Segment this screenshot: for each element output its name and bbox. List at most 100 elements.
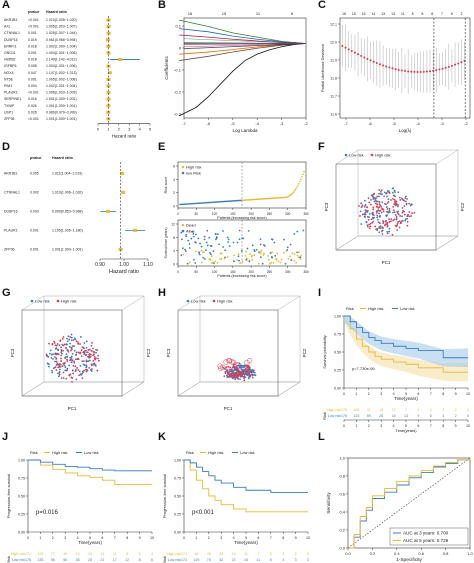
forest-hr-text: 1.147(1.002~1.313) [46,71,77,75]
forest-point [106,91,111,95]
coefficient-path [183,43,307,48]
survival-status-point [224,256,226,259]
x-tick-label: 1 [355,424,357,428]
survival-status-point [237,253,240,256]
survival-status-point [205,241,208,244]
pca-point [79,364,82,367]
pca-point [92,350,95,353]
survival-status-point [240,249,243,252]
x-tick-label: 6 [417,392,419,396]
panel-L: AUC at 3 years: 0.700 AUC at 5 years: 0.7… [326,456,474,563]
forest-hr-text: 1.001(1.000~1.001) [46,104,77,108]
pca-point [51,369,53,372]
pca-point [376,214,379,217]
forest-gene-label: CTNNAL1 [4,31,20,35]
forest-pvalue: 0.018 [28,58,37,62]
pca-point [376,205,378,208]
survival-status-point [289,243,292,246]
pca-point [376,229,379,232]
x-tick-label: 1 [195,536,197,540]
survival-status-point [222,246,225,248]
survival-status-point [239,262,242,264]
x-axis-label: 1-Specificity [396,557,422,563]
pca-point [369,203,372,206]
y-tick-label: 0.8 [339,474,345,479]
survival-status-point [180,231,183,234]
pca-point [372,220,375,223]
pca-point [71,369,74,372]
pca-point [82,371,84,373]
legend-title: Risk [186,450,194,455]
pca-point [66,358,68,361]
pca-point [62,344,65,347]
pca-point [77,341,79,344]
risk-table-count: 175 [341,408,347,412]
pca-point [386,225,389,228]
pca-point [55,344,58,347]
pca-point [64,356,67,358]
pca-point [69,373,72,376]
pca-point [57,353,60,356]
forest-hr-text: 1.006(1.003~1.009) [46,91,77,95]
survival-status-point [261,262,264,265]
risk-table-count: 4 [151,552,153,556]
pca-point [395,200,398,203]
pca-point [243,375,246,378]
forest-hr-text: 1.025(1.007~1.044) [46,31,77,35]
pca-point [369,222,372,225]
pca-point [249,375,252,378]
survival-status-point [297,256,300,259]
pca-point [78,374,81,377]
legend-label: High risk [217,299,233,304]
survival-status-point [277,260,280,263]
legend-label: AUC at 3 years: 0.700 [403,531,449,536]
pca-point [372,206,375,209]
pca-point [386,221,389,224]
y-tick-label: 0.50 [174,495,181,499]
roc-curve [348,458,471,549]
panel-letter-K: K [158,431,166,443]
risk-table-row-label: High risk [11,552,25,556]
forest-gene-label: PLAUR1 [4,91,18,95]
top-tick-label: 7 [441,12,443,16]
risk-table-count: 11 [257,558,261,562]
pca-point [401,211,404,214]
pca-point [391,187,394,190]
survival-status-point [236,241,239,244]
forest-pvalue: 0.026 [28,110,37,114]
pca-point [234,378,237,381]
pca-point [395,218,398,221]
pca-point [91,341,93,344]
survival-status-point [251,259,254,261]
top-tick-label: 8 [421,12,423,16]
pca-point [411,212,413,215]
risk-table-count: 96 [194,552,198,556]
survival-status-point [285,250,288,253]
survival-status-point [296,254,299,257]
pca-point [72,339,75,341]
pca-axis-label: PC2 [146,348,151,357]
survival-status-point [245,258,248,261]
pca-point [55,369,58,371]
y-tick-label: 2 [173,191,175,195]
pca-point [251,369,254,372]
pca-point [378,227,380,229]
risk-table-count: 16 [392,414,396,418]
risk-table-count: 13 [404,414,408,418]
survival-status-point [259,243,262,246]
pca-point [382,222,385,225]
p-value-annotation: p=7.730e-06 [352,366,375,371]
pca-point [225,366,228,369]
forest-gene-label: NOX4 [4,71,14,75]
forest-gene-label: AKR1B1 [4,18,17,22]
survival-status-point [299,256,302,259]
pca-point [55,364,58,367]
pca-point [85,346,88,349]
pca-point [379,214,381,217]
pca-point [245,365,251,371]
forest-x-tick-label: 1.10 [143,262,153,268]
pca-axis-label: PC2 [302,348,307,357]
y-tick-label: 0.6 [339,492,345,497]
pca-point [88,353,90,356]
pca-point [361,204,364,207]
